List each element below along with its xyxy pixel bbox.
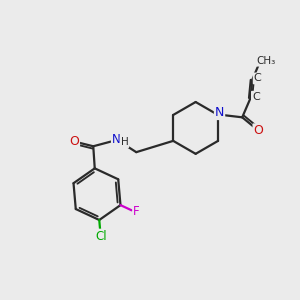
Text: O: O (69, 135, 79, 148)
Text: F: F (133, 205, 140, 218)
Text: CH₃: CH₃ (256, 56, 276, 66)
Text: Cl: Cl (95, 230, 107, 243)
Text: H: H (121, 137, 128, 147)
Text: O: O (254, 124, 263, 137)
Text: C: C (254, 74, 261, 83)
Text: C: C (252, 92, 260, 102)
Text: N: N (215, 106, 224, 119)
Text: N: N (112, 133, 121, 146)
